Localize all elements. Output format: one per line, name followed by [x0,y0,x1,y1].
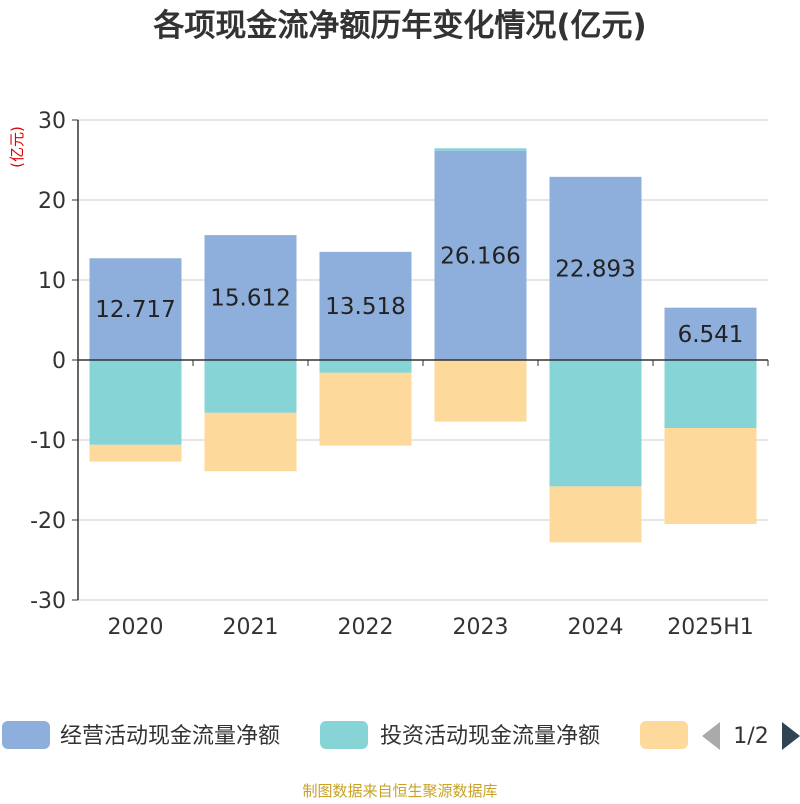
y-tick-label: -30 [30,589,66,614]
data-labels: 12.717 15.612 13.518 26.166 22.893 6.541 [95,243,743,348]
legend-prev-page-icon[interactable] [702,722,720,750]
data-label: 12.717 [95,297,175,323]
data-label: 6.541 [678,322,744,348]
bar-2020-series-1 [89,360,182,445]
bar-2021-series-1 [204,360,297,413]
y-tick-label: 30 [38,109,66,134]
y-tick-label: 20 [38,189,66,214]
bar-2023-series-1 [434,148,527,151]
legend-swatch-2 [640,721,688,749]
legend-label: 经营活动现金流量净额 [60,724,280,749]
axes: 30 20 10 0 -10 -20 -30 2020 2021 2022 2023 2024 2025… [30,109,769,640]
x-tick-label: 2025H1 [667,615,754,640]
y-tick-label: -10 [30,429,66,454]
bar-2025H1-series-2 [664,428,757,524]
bar-2024-series-2 [549,486,642,543]
y-tick-label: 10 [38,269,66,294]
legend: 经营活动现金流量净额 投资活动现金流量净额 1/2 [2,721,800,750]
legend-label: 投资活动现金流量净额 [380,724,600,749]
bar-2023-series-0 [434,150,527,360]
bar-2022-series-2 [319,372,412,446]
bar-2021-series-0 [204,235,297,360]
x-tick-label: 2024 [568,615,624,640]
legend-next-page-icon[interactable] [782,722,800,750]
chart-title: 各项现金流净额历年变化情况(亿元) [152,8,646,44]
y-axis-unit-label: (亿元) [8,126,26,168]
data-label: 26.166 [440,243,520,269]
source-footer: 制图数据来自恒生聚源数据库 [302,782,497,800]
data-label: 15.612 [210,286,290,312]
x-tick-label: 2023 [453,615,509,640]
bar-2024-series-0 [549,176,642,360]
data-label: 22.893 [555,256,635,282]
bars [89,148,757,543]
bar-2025H1-series-0 [664,307,757,360]
bar-2025H1-series-1 [664,360,757,428]
legend-swatch-0 [2,721,50,749]
bar-2020-series-2 [89,444,182,462]
bar-2023-series-2 [434,360,527,422]
legend-page-indicator: 1/2 [733,724,768,749]
x-tick-label: 2020 [108,615,164,640]
legend-swatch-1 [320,721,368,749]
x-tick-label: 2022 [338,615,394,640]
y-tick-label: 0 [52,349,66,374]
bar-2024-series-1 [549,360,642,487]
bar-2020-series-0 [89,258,182,360]
x-tick-label: 2021 [223,615,279,640]
y-tick-label: -20 [30,509,66,534]
bar-2022-series-0 [319,251,412,360]
bar-2021-series-2 [204,412,297,472]
data-label: 13.518 [325,294,405,320]
grid-lines [78,119,768,601]
bar-2022-series-1 [319,360,412,373]
